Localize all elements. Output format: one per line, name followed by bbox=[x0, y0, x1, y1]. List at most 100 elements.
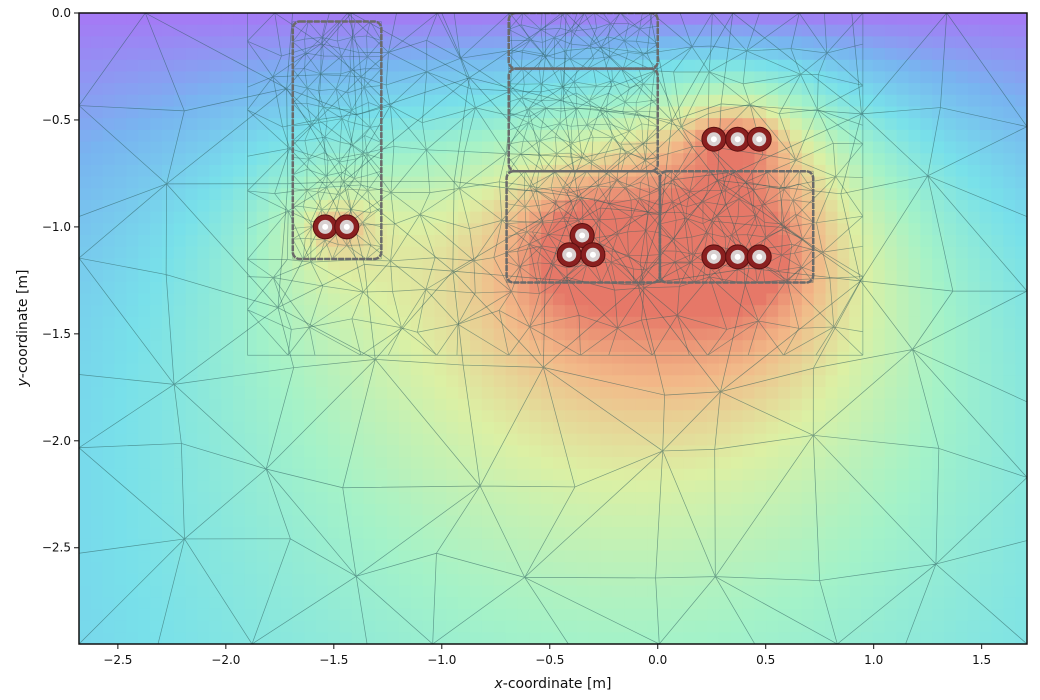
heatmap-cell bbox=[825, 421, 838, 435]
heatmap-cell bbox=[363, 141, 376, 154]
heatmap-cell bbox=[801, 83, 815, 96]
heatmap-cell bbox=[766, 118, 779, 131]
heatmap-cell bbox=[908, 153, 921, 166]
heatmap-cell bbox=[564, 410, 578, 423]
heatmap-cell bbox=[209, 398, 222, 411]
heatmap-cell bbox=[292, 433, 305, 446]
heatmap-cell bbox=[410, 340, 424, 353]
heatmap-cell bbox=[292, 562, 305, 575]
heatmap-cell bbox=[624, 48, 637, 61]
heatmap-cell bbox=[754, 293, 767, 306]
heatmap-cell bbox=[138, 24, 151, 37]
heatmap-cell bbox=[576, 597, 590, 610]
heatmap-cell bbox=[446, 199, 459, 213]
heatmap-cell bbox=[446, 410, 459, 423]
heatmap-cell bbox=[233, 36, 246, 49]
heatmap-cell bbox=[766, 106, 779, 119]
heatmap-cell bbox=[304, 585, 317, 598]
heatmap-cell bbox=[659, 71, 673, 84]
heatmap-cell bbox=[742, 13, 756, 26]
heatmap-cell bbox=[659, 83, 673, 96]
heatmap-cell bbox=[410, 457, 424, 470]
heatmap-cell bbox=[849, 351, 862, 365]
heatmap-cell bbox=[138, 36, 151, 49]
heatmap-cell bbox=[991, 141, 1004, 154]
heatmap-cell bbox=[588, 597, 601, 610]
heatmap-cell bbox=[754, 620, 767, 633]
heatmap-cell bbox=[742, 620, 756, 633]
heatmap-cell bbox=[813, 199, 827, 213]
heatmap-cell bbox=[861, 492, 874, 505]
heatmap-cell bbox=[351, 94, 364, 108]
heatmap-cell bbox=[979, 13, 993, 26]
heatmap-cell bbox=[884, 527, 898, 540]
heatmap-cell bbox=[517, 573, 530, 587]
heatmap-cell bbox=[742, 199, 756, 213]
heatmap-cell bbox=[493, 328, 507, 341]
heatmap-cell bbox=[244, 164, 258, 178]
heatmap-cell bbox=[505, 457, 519, 470]
heatmap-cell bbox=[221, 281, 234, 295]
heatmap-cell bbox=[233, 211, 246, 224]
heatmap-cell bbox=[813, 235, 827, 248]
heatmap-cell bbox=[541, 632, 554, 644]
heatmap-cell bbox=[955, 562, 969, 575]
y-tick-label: −2.0 bbox=[42, 434, 71, 448]
heatmap-cell bbox=[718, 153, 732, 166]
heatmap-cell bbox=[944, 351, 957, 365]
heatmap-cell bbox=[683, 188, 696, 201]
heatmap-cell bbox=[944, 386, 957, 400]
heatmap-cell bbox=[434, 36, 447, 49]
heatmap-cell bbox=[790, 445, 803, 458]
heatmap-cell bbox=[754, 270, 767, 283]
heatmap-cell bbox=[233, 24, 246, 37]
heatmap-cell bbox=[861, 176, 874, 189]
heatmap-cell bbox=[991, 328, 1004, 341]
heatmap-cell bbox=[564, 118, 578, 131]
heatmap-cell bbox=[327, 83, 341, 96]
heatmap-cell bbox=[553, 375, 566, 388]
heatmap-cell bbox=[197, 433, 210, 446]
heatmap-cell bbox=[979, 316, 993, 330]
x-tick-label: 0.5 bbox=[756, 653, 775, 667]
heatmap-cell bbox=[446, 223, 459, 236]
heatmap-cell bbox=[458, 164, 471, 178]
heatmap-cell bbox=[991, 270, 1004, 283]
heatmap-cell bbox=[861, 375, 874, 388]
regions bbox=[291, 13, 815, 284]
heatmap-cell bbox=[363, 83, 376, 96]
heatmap-cell bbox=[268, 410, 282, 423]
heatmap-cell bbox=[896, 281, 910, 295]
heatmap-cell bbox=[967, 550, 981, 563]
heatmap-cell bbox=[837, 328, 850, 341]
heatmap-cell bbox=[387, 281, 400, 295]
heatmap-cell bbox=[150, 620, 163, 633]
heatmap-cell bbox=[79, 538, 92, 552]
heatmap-cell bbox=[375, 48, 388, 61]
heatmap-cell bbox=[837, 375, 850, 388]
heatmap-cell bbox=[185, 480, 199, 493]
heatmap-cell bbox=[1003, 235, 1016, 248]
heatmap-cell bbox=[576, 585, 590, 598]
heatmap-cell bbox=[718, 421, 732, 435]
heatmap-cell bbox=[185, 83, 199, 96]
heatmap-cell bbox=[778, 235, 791, 248]
heatmap-cell bbox=[529, 246, 542, 259]
heatmap-cell bbox=[920, 270, 933, 283]
heatmap-cell bbox=[529, 503, 542, 517]
heatmap-cell bbox=[292, 585, 305, 598]
heatmap-cell bbox=[624, 468, 637, 482]
heatmap-cell bbox=[908, 199, 921, 213]
heatmap-cell bbox=[955, 538, 969, 552]
heatmap-cell bbox=[493, 468, 507, 482]
heatmap-cell bbox=[683, 445, 696, 458]
heatmap-cell bbox=[920, 235, 933, 248]
heatmap-cell bbox=[778, 468, 791, 482]
heatmap-cell bbox=[481, 492, 495, 505]
heatmap-cell bbox=[375, 118, 388, 131]
heatmap-cell bbox=[90, 316, 104, 330]
heatmap-cell bbox=[126, 164, 139, 178]
heatmap-cell bbox=[327, 94, 341, 108]
heatmap-cell bbox=[209, 585, 222, 598]
heatmap-cell bbox=[1003, 480, 1016, 493]
